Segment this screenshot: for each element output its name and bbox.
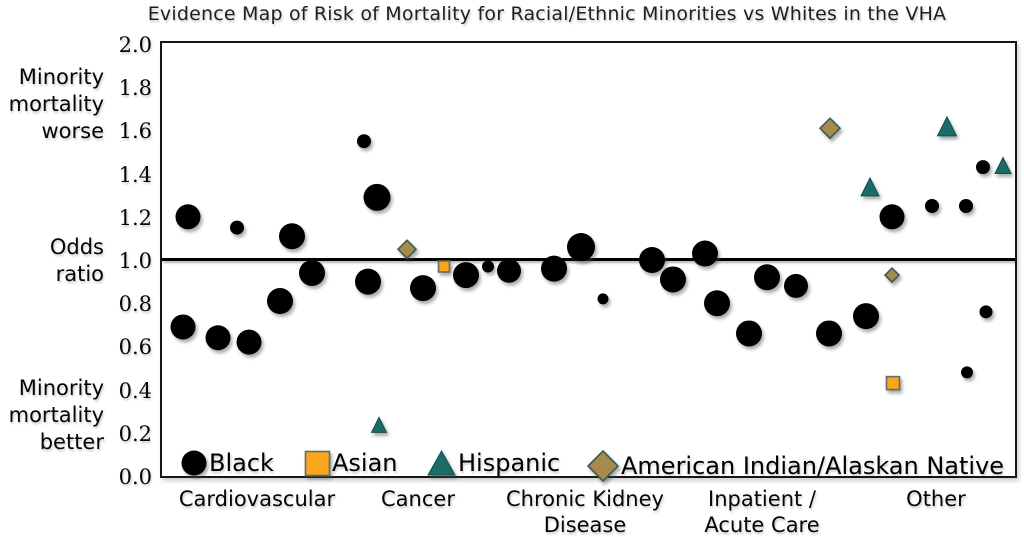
legend-label: Asian: [332, 449, 398, 477]
black-data-point: [279, 223, 305, 250]
black-circle-icon: [181, 450, 207, 476]
x-category-label: Inpatient / Acute Care: [704, 487, 820, 537]
legend-label: Black: [209, 449, 274, 477]
black-data-point: [879, 204, 905, 230]
black-data-point: [754, 264, 780, 291]
aian-data-point: [818, 117, 842, 140]
x-category-label: Cardiovascular: [178, 487, 336, 511]
black-data-point: [925, 199, 939, 213]
y-axis-note-better: Minority mortality better: [8, 376, 104, 454]
y-tick-label: 0.2: [118, 421, 152, 446]
asian-data-point: [885, 375, 901, 391]
y-tick-label: 1.0: [118, 249, 152, 273]
hispanic-data-point: [370, 416, 388, 433]
y-tick-label: 0.8: [118, 292, 152, 317]
black-data-point: [660, 266, 686, 293]
y-tick-label: 1.4: [118, 162, 152, 187]
black-data-point: [205, 325, 231, 351]
x-category-label: Chronic Kidney Disease: [506, 487, 664, 537]
black-data-point: [267, 288, 293, 315]
legend-item-aian: American Indian/Alaskan Native: [586, 449, 1004, 483]
black-data-point: [230, 220, 244, 235]
legend-item-asian: Asian: [304, 449, 398, 477]
asian-square-icon: [304, 450, 331, 476]
black-data-point: [784, 273, 808, 298]
aian-data-point: [883, 266, 901, 284]
hispanic-data-point: [860, 176, 880, 197]
aian-data-point: [396, 239, 418, 260]
asian-data-point: [437, 260, 451, 273]
black-data-point: [357, 134, 371, 149]
y-tick-label: 1.6: [118, 119, 152, 144]
y-tick-label: 0.4: [118, 378, 152, 403]
black-data-point: [597, 293, 609, 305]
black-data-point: [453, 262, 479, 289]
black-data-point: [541, 255, 567, 282]
hispanic-data-point: [936, 115, 958, 137]
black-data-point: [355, 268, 381, 295]
black-data-point: [482, 260, 494, 273]
legend-label: Hispanic: [458, 449, 561, 477]
black-data-point: [410, 275, 436, 302]
black-data-point: [704, 290, 730, 317]
y-tick-label: 0.0: [118, 465, 152, 489]
legend-item-hispanic: Hispanic: [426, 449, 560, 477]
black-data-point: [236, 329, 262, 355]
black-data-point: [299, 259, 325, 286]
black-data-point: [816, 320, 842, 347]
odds-ratio-1-reference-line: [162, 258, 1015, 261]
y-axis-note-worse: Minority mortality worse: [8, 65, 104, 143]
x-category-label: Other: [906, 487, 966, 511]
y-tick-label: 2.0: [118, 33, 152, 57]
y-axis-label-odds-ratio: Odds ratio: [49, 235, 104, 286]
y-tick-label: 1.8: [118, 76, 152, 101]
y-tick-label: 1.2: [118, 205, 152, 230]
y-tick-label: 0.6: [118, 335, 152, 360]
black-data-point: [175, 204, 201, 230]
plot-area: Black Asian Hispanic American Indian/Ala…: [160, 41, 1017, 483]
black-data-point: [692, 240, 718, 267]
american-indian-diamond-icon: [586, 449, 620, 483]
black-data-point: [976, 160, 990, 175]
legend-label: American Indian/Alaskan Native: [621, 452, 1005, 480]
black-data-point: [961, 366, 973, 379]
black-data-point: [959, 199, 973, 213]
legend-item-black: Black: [180, 449, 274, 477]
black-data-point: [567, 233, 595, 262]
hispanic-triangle-icon: [427, 449, 456, 476]
black-data-point: [497, 258, 521, 283]
black-data-point: [853, 303, 879, 330]
black-data-point: [363, 183, 391, 211]
black-data-point: [979, 305, 993, 319]
scatter-points-layer: [170, 115, 1012, 433]
black-data-point: [170, 314, 196, 340]
hispanic-data-point: [994, 156, 1012, 175]
black-data-point: [639, 247, 665, 273]
x-category-label: Cancer: [381, 487, 455, 511]
black-data-point: [736, 320, 762, 347]
chart-title: Evidence Map of Risk of Mortality for Ra…: [147, 3, 947, 25]
